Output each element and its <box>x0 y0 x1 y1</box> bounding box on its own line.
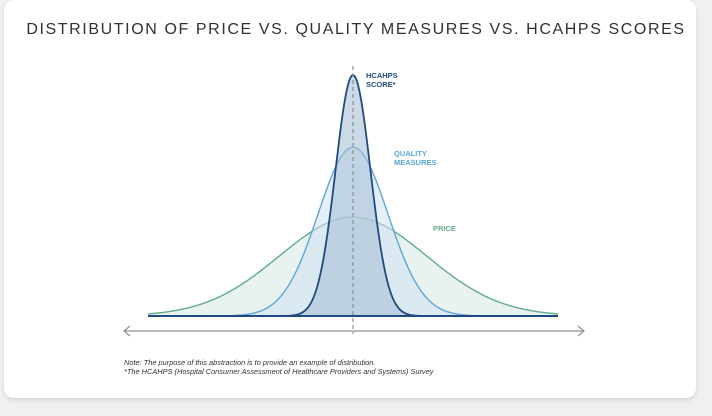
x-axis-arrow <box>123 325 585 337</box>
series-label: HCAHPS SCORE* <box>366 71 398 89</box>
series-label: QUALITY MEASURES <box>394 149 437 167</box>
series-labels: PRICE QUALITY MEASURES HCAHPS SCORE* <box>366 71 456 233</box>
note-line: Note: The purpose of this abstraction is… <box>124 358 376 367</box>
chart-notes: Note: The purpose of this abstraction is… <box>124 358 434 376</box>
chart-title: DISTRIBUTION OF PRICE VS. QUALITY MEASUR… <box>26 21 686 38</box>
arrow-left-icon <box>123 325 131 337</box>
series-label: PRICE <box>433 224 456 233</box>
footnote-line: *The HCAHPS (Hospital Consumer Assessmen… <box>124 366 434 376</box>
arrow-right-icon <box>577 325 585 337</box>
